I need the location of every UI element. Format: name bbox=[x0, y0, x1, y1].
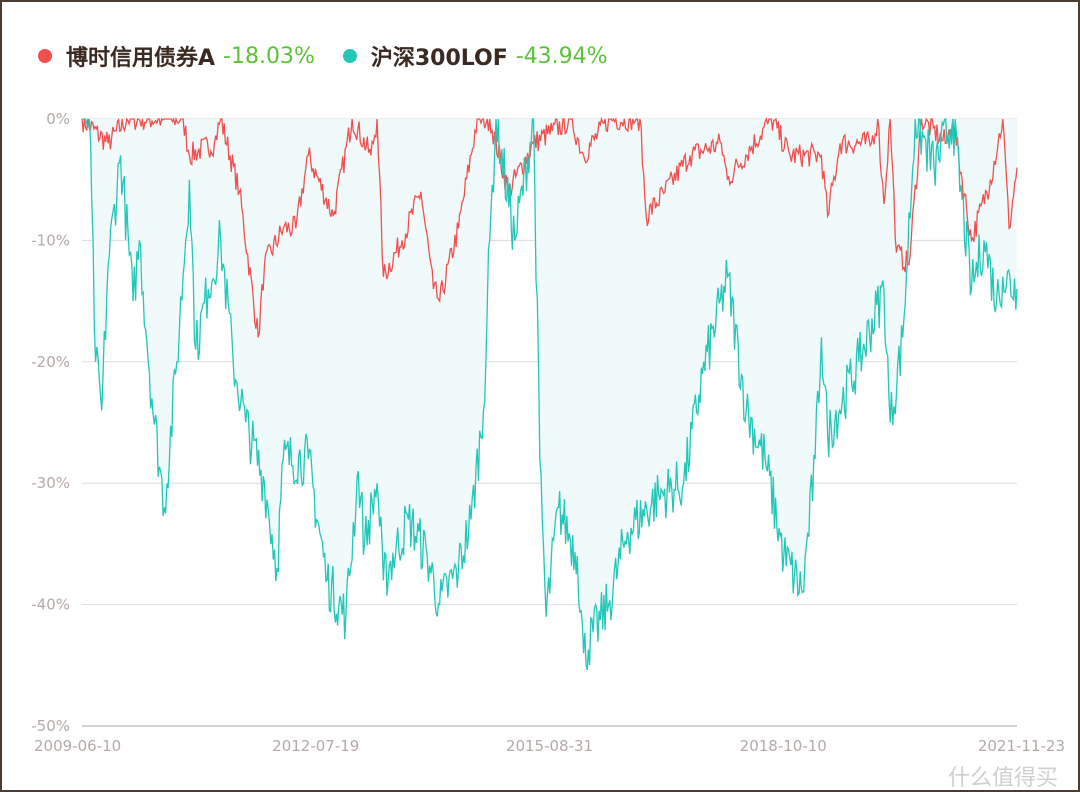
legend-item-bond-fund[interactable]: 博时信用债券A -18.03% bbox=[38, 40, 315, 72]
series-line-0 bbox=[81, 116, 1018, 338]
x-tick-label: 2009-06-10 bbox=[34, 737, 121, 755]
legend: 博时信用债券A -18.03% 沪深300LOF -43.94% bbox=[38, 40, 636, 72]
y-tick-label: -20% bbox=[31, 353, 70, 371]
y-tick-label: 0% bbox=[46, 110, 70, 128]
watermark-logo: 什么值得买 bbox=[947, 766, 1058, 791]
x-tick-label: 2018-10-10 bbox=[740, 737, 827, 755]
legend-label: 博时信用债券A bbox=[66, 46, 216, 71]
x-tick-label: 2021-11-23 bbox=[978, 737, 1065, 755]
y-tick-label: -40% bbox=[31, 596, 70, 614]
x-tick-label: 2015-08-31 bbox=[506, 737, 593, 755]
legend-value: -18.03% bbox=[223, 43, 315, 69]
legend-item-csi300[interactable]: 沪深300LOF -43.94% bbox=[342, 40, 608, 72]
x-tick-label: 2012-07-19 bbox=[272, 737, 359, 755]
legend-dot-teal-icon bbox=[342, 49, 357, 63]
legend-label: 沪深300LOF bbox=[370, 46, 508, 71]
y-tick-label: -30% bbox=[31, 474, 70, 492]
y-tick-label: -10% bbox=[31, 231, 70, 249]
legend-dot-red-icon bbox=[38, 49, 52, 63]
legend-value: -43.94% bbox=[515, 43, 608, 69]
series-line-1 bbox=[82, 118, 1018, 671]
y-tick-label: -50% bbox=[31, 717, 70, 735]
series-area-1 bbox=[82, 119, 1017, 670]
